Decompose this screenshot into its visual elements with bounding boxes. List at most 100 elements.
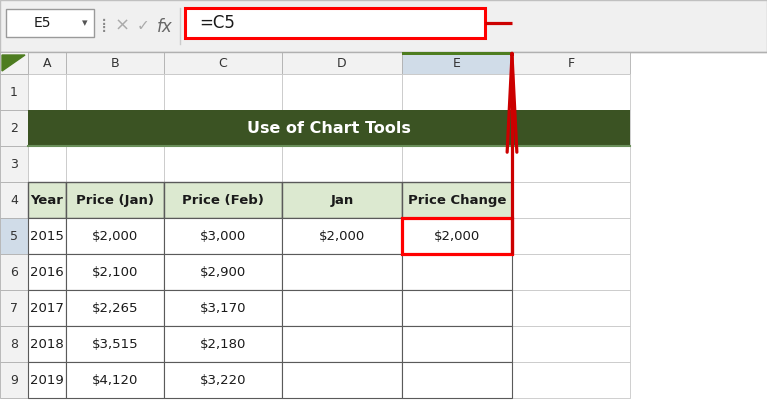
Bar <box>28 326 66 362</box>
Bar <box>282 362 402 398</box>
Bar <box>512 182 630 218</box>
Text: 7: 7 <box>10 301 18 314</box>
Bar <box>66 362 164 398</box>
Bar <box>28 74 66 110</box>
Bar <box>66 182 164 218</box>
Bar <box>0 254 28 290</box>
Polygon shape <box>2 55 25 71</box>
Bar <box>402 362 512 398</box>
Bar <box>0 74 28 110</box>
Bar <box>402 254 512 290</box>
Bar <box>66 52 164 74</box>
Text: 2018: 2018 <box>30 337 64 351</box>
Text: =C5: =C5 <box>199 14 235 32</box>
Bar <box>0 52 28 74</box>
Bar <box>512 326 630 362</box>
Text: $2,100: $2,100 <box>92 266 138 279</box>
Text: 9: 9 <box>10 374 18 387</box>
Bar <box>282 290 402 326</box>
Bar <box>28 254 66 290</box>
Bar <box>282 290 402 326</box>
Text: $4,120: $4,120 <box>92 374 138 387</box>
Bar <box>402 74 512 110</box>
Bar <box>164 52 282 74</box>
Text: Price Change: Price Change <box>408 193 506 206</box>
Text: 4: 4 <box>10 193 18 206</box>
Text: 2: 2 <box>10 121 18 135</box>
Bar <box>28 290 66 326</box>
Bar <box>0 0 767 52</box>
Bar <box>512 218 630 254</box>
Bar <box>66 218 164 254</box>
Bar <box>282 326 402 362</box>
Bar <box>66 110 164 146</box>
Bar <box>28 326 66 362</box>
Bar <box>282 52 402 74</box>
Bar <box>28 362 66 398</box>
Bar <box>0 290 28 326</box>
Bar <box>512 74 630 110</box>
Bar <box>282 218 402 254</box>
Text: Use of Chart Tools: Use of Chart Tools <box>247 121 411 136</box>
Bar <box>28 52 66 74</box>
Bar <box>66 326 164 362</box>
Text: 1: 1 <box>10 85 18 98</box>
Bar <box>66 254 164 290</box>
Text: $2,900: $2,900 <box>200 266 246 279</box>
Bar <box>66 290 164 326</box>
Bar <box>512 290 630 326</box>
Text: B: B <box>110 56 120 70</box>
Bar <box>402 182 512 218</box>
Bar <box>282 218 402 254</box>
Bar <box>512 110 630 146</box>
Bar <box>66 254 164 290</box>
Text: A: A <box>43 56 51 70</box>
Bar <box>28 110 630 146</box>
Text: 6: 6 <box>10 266 18 279</box>
Bar <box>28 182 66 218</box>
Bar <box>402 146 512 182</box>
Bar <box>28 254 66 290</box>
Text: ×: × <box>114 17 130 35</box>
Bar <box>164 182 282 218</box>
Bar <box>66 182 164 218</box>
Text: Year: Year <box>31 193 64 206</box>
Text: $2,180: $2,180 <box>200 337 246 351</box>
Bar <box>0 52 28 74</box>
Bar <box>402 254 512 290</box>
Bar <box>66 146 164 182</box>
Bar <box>402 362 512 398</box>
Bar <box>0 146 28 182</box>
Text: $3,515: $3,515 <box>92 337 138 351</box>
Bar <box>164 326 282 362</box>
Bar <box>164 110 282 146</box>
Text: E5: E5 <box>33 16 51 30</box>
Text: Price (Feb): Price (Feb) <box>182 193 264 206</box>
Text: 2017: 2017 <box>30 301 64 314</box>
Bar <box>66 218 164 254</box>
Bar <box>66 362 164 398</box>
Bar <box>402 52 512 74</box>
Bar <box>164 362 282 398</box>
Bar <box>282 254 402 290</box>
Bar <box>402 326 512 362</box>
Bar <box>0 182 28 218</box>
Bar <box>164 290 282 326</box>
Bar <box>28 218 66 254</box>
Bar <box>282 362 402 398</box>
Text: $2,265: $2,265 <box>92 301 138 314</box>
Text: C: C <box>219 56 227 70</box>
Bar <box>28 110 66 146</box>
Bar <box>0 326 28 362</box>
Text: 2016: 2016 <box>30 266 64 279</box>
Text: fx: fx <box>157 18 173 36</box>
Bar <box>164 218 282 254</box>
Bar <box>402 326 512 362</box>
Bar <box>282 74 402 110</box>
Text: $3,000: $3,000 <box>200 229 246 243</box>
Text: ⁞: ⁞ <box>101 17 107 35</box>
Bar <box>512 362 630 398</box>
Bar <box>28 290 66 326</box>
Bar <box>28 182 66 218</box>
Bar <box>0 218 28 254</box>
